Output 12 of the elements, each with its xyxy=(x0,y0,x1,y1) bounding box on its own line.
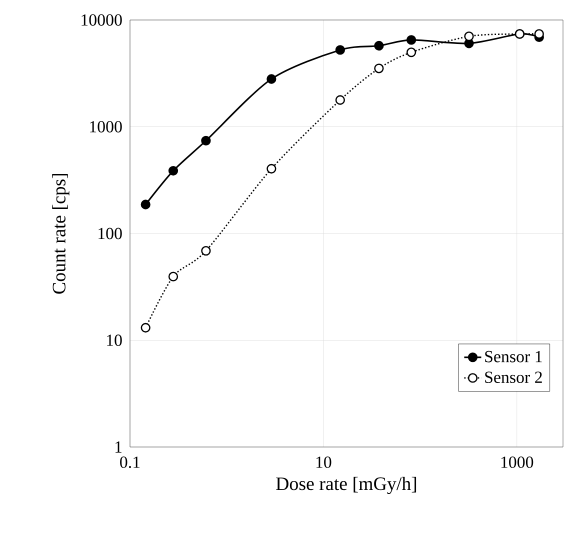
x-tick-label: 10 xyxy=(316,456,332,468)
y-tick-label: 10000 xyxy=(82,14,122,26)
x-axis-title: Dose rate [mGy/h] xyxy=(276,476,416,494)
y-tick-label: 1000 xyxy=(90,121,122,132)
x-tick-label: 1000 xyxy=(501,456,534,468)
x-tick-label: 0.1 xyxy=(120,456,140,468)
y-axis-title: Count rate [cps] xyxy=(52,174,70,294)
legend-label: Sensor 2 xyxy=(485,372,542,383)
y-tick-label: 100 xyxy=(98,228,122,240)
y-tick-label: 1 xyxy=(116,441,122,453)
y-tick-label: 10 xyxy=(107,334,122,346)
legend-label: Sensor 1 xyxy=(485,350,542,362)
